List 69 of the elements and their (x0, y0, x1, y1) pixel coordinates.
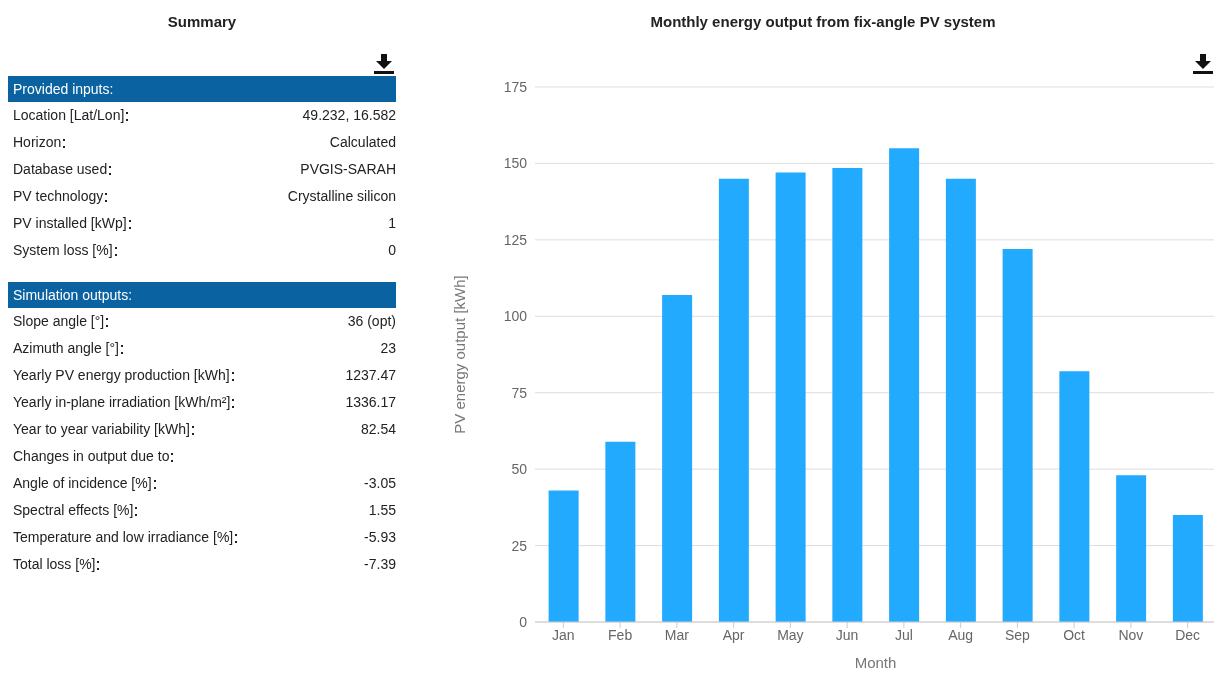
x-tick-label: Nov (1118, 626, 1144, 643)
text: -3.05 (364, 475, 396, 491)
x-tick-label: Mar (664, 626, 690, 643)
bar (718, 178, 749, 622)
bar (945, 178, 976, 622)
category-label: Temperature and low irradiance [%] (13, 528, 235, 547)
x-tick-label: Dec (1175, 626, 1201, 643)
bar (832, 168, 863, 622)
category-label: Total loss [%] (13, 555, 97, 574)
y-tick-label: 25 (511, 537, 528, 554)
chart-title: Monthly energy output from fix-angle PV system (649, 12, 997, 32)
y-tick-label: 100 (503, 308, 528, 325)
category-label: Slope angle [°] (13, 312, 106, 331)
category-label: Database used (13, 160, 109, 179)
text: -5.93 (364, 529, 396, 545)
x-tick-label: Oct (1063, 626, 1086, 643)
text: PVGIS-SARAH (300, 161, 396, 177)
text: Summary (166, 12, 238, 32)
text: Provided inputs: (8, 76, 396, 102)
category-label: Location [Lat/Lon] (13, 106, 126, 125)
text: 0 (388, 242, 396, 258)
bar (1059, 371, 1090, 622)
text: -7.39 (364, 556, 396, 572)
text: Crystalline silicon (287, 188, 396, 204)
text: Simulation outputs: (8, 282, 396, 308)
category-label: Horizon (13, 133, 63, 152)
bar (889, 148, 920, 622)
category-label: Changes in output due to (13, 447, 171, 466)
bar (1116, 475, 1147, 622)
category-label: Angle of incidence [%] (13, 474, 153, 493)
bar (605, 441, 636, 622)
bar (1002, 249, 1033, 622)
x-tick-label: Jan (552, 626, 575, 643)
text: 1237.47 (345, 367, 396, 383)
x-tick-label: Jun (835, 626, 859, 643)
category-label: PV technology (13, 187, 105, 206)
category-label: Year to year variability [kWh] (13, 420, 191, 439)
text: 36 (opt) (347, 313, 396, 329)
category-label: PV installed [kWp] (13, 214, 128, 233)
category-label: System loss [%] (13, 241, 114, 260)
text: 82.54 (360, 421, 396, 437)
category-label: Yearly in-plane irradiation [kWh/m²] (13, 393, 232, 412)
y-tick-label: 175 (503, 78, 528, 95)
y-axis-title: PV energy output [kWh] (451, 275, 469, 434)
y-tick-label: 125 (503, 231, 528, 248)
text: 1 (388, 215, 396, 231)
x-tick-label: Aug (948, 626, 974, 643)
category-label: Yearly PV energy production [kWh] (13, 366, 231, 385)
bar (662, 294, 693, 622)
category-label: Azimuth angle [°] (13, 339, 120, 358)
bar (1172, 515, 1203, 622)
text: 1336.17 (345, 394, 396, 410)
text: 23 (380, 340, 396, 356)
text: Calculated (329, 134, 396, 150)
y-tick-label: 75 (511, 384, 528, 401)
y-tick-label: 50 (511, 461, 528, 478)
x-tick-label: Sep (1004, 626, 1031, 643)
category-label: Spectral effects [%] (13, 501, 135, 520)
x-tick-label: Feb (608, 626, 633, 643)
x-tick-label: Jul (894, 626, 913, 643)
text: 49.232, 16.582 (302, 107, 396, 123)
y-tick-label: 0 (519, 613, 528, 630)
y-tick-label: 150 (503, 155, 528, 172)
x-tick-label: May (777, 626, 804, 643)
bar (548, 490, 579, 622)
bar (775, 172, 806, 622)
x-axis-title: Month (854, 654, 897, 671)
text: 1.55 (368, 502, 396, 518)
x-tick-label: Apr (722, 626, 745, 643)
